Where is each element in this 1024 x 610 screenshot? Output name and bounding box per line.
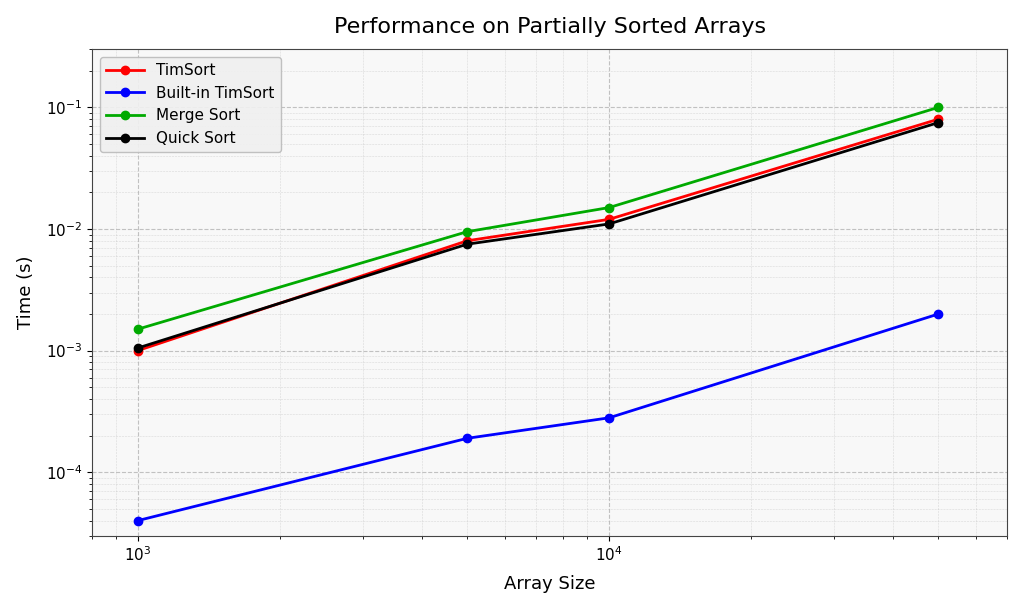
Quick Sort [603, 220, 615, 228]
TimSort [461, 237, 473, 245]
Line: Built-in TimSort: Built-in TimSort [133, 310, 943, 525]
Merge Sort [932, 104, 944, 111]
Built-in TimSort [932, 310, 944, 318]
Line: TimSort: TimSort [133, 115, 943, 355]
X-axis label: Array Size: Array Size [504, 575, 596, 594]
Title: Performance on Partially Sorted Arrays: Performance on Partially Sorted Arrays [334, 16, 766, 37]
Legend: TimSort, Built-in TimSort, Merge Sort, Quick Sort: TimSort, Built-in TimSort, Merge Sort, Q… [99, 57, 281, 152]
Merge Sort [132, 326, 144, 333]
Line: Quick Sort: Quick Sort [133, 118, 943, 352]
Quick Sort [461, 240, 473, 248]
TimSort [132, 347, 144, 354]
Quick Sort [932, 119, 944, 126]
Built-in TimSort [603, 414, 615, 422]
Merge Sort [603, 204, 615, 211]
TimSort [603, 216, 615, 223]
Line: Merge Sort: Merge Sort [133, 103, 943, 333]
Built-in TimSort [132, 517, 144, 524]
Merge Sort [461, 228, 473, 235]
TimSort [932, 115, 944, 123]
Y-axis label: Time (s): Time (s) [16, 256, 35, 329]
Built-in TimSort [461, 435, 473, 442]
Quick Sort [132, 345, 144, 352]
